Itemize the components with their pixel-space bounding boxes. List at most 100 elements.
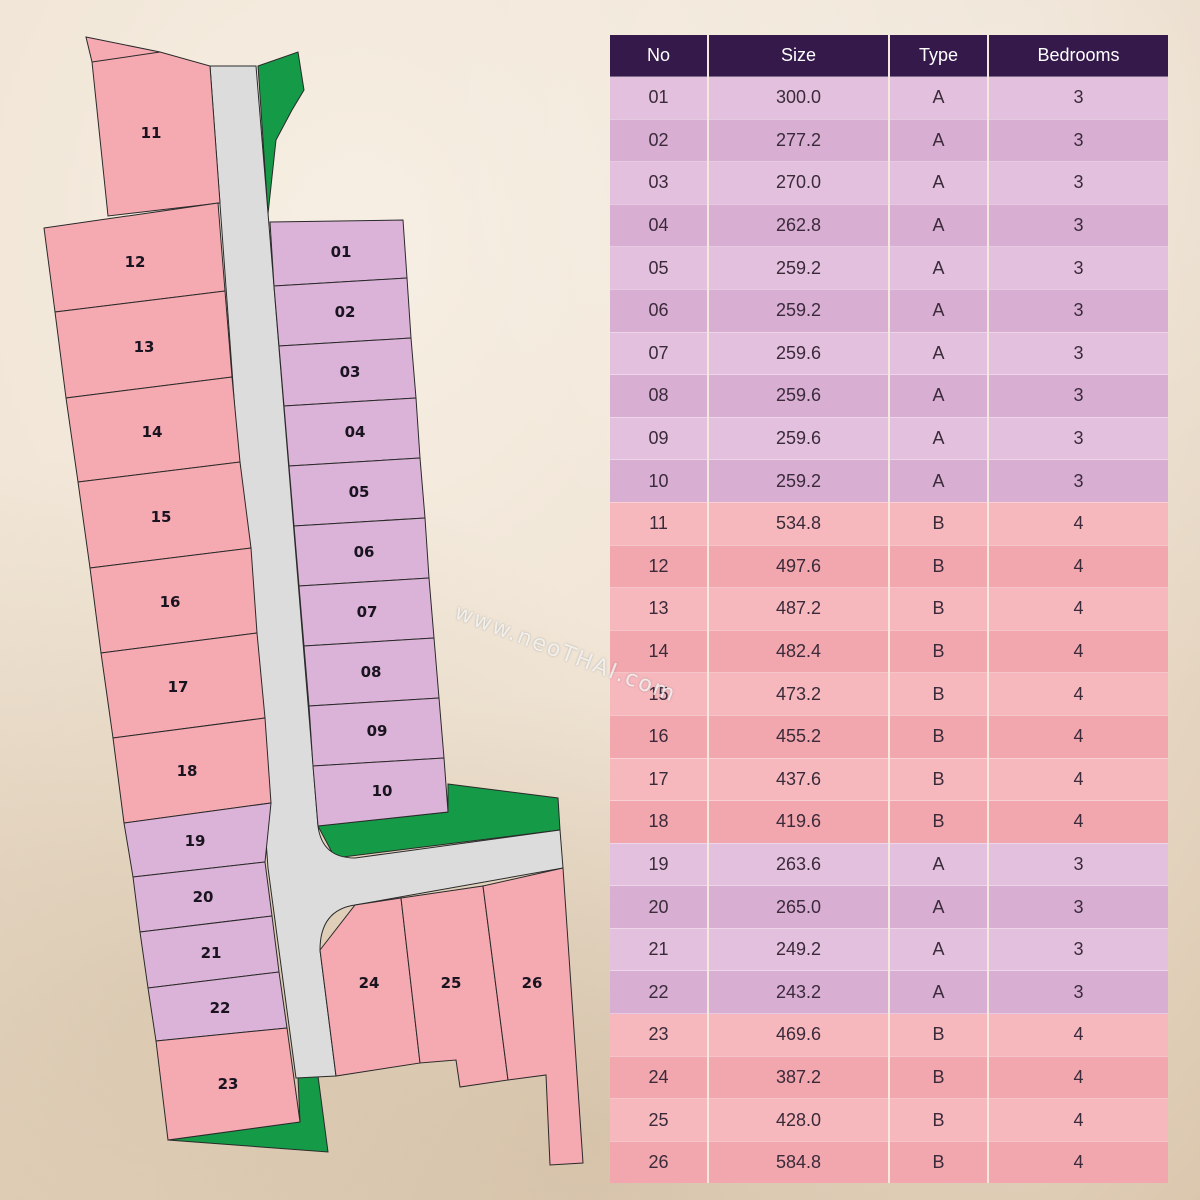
plot-label-18: 18	[177, 762, 198, 780]
table-row: 17 437.6 B 4	[610, 757, 1168, 801]
cell-type: A	[888, 374, 988, 418]
cell-size: 428.0	[707, 1098, 889, 1142]
table-row: 19 263.6 A 3	[610, 842, 1168, 886]
cell-type: A	[888, 246, 988, 290]
cell-bedrooms: 4	[987, 800, 1168, 844]
cell-size: 584.8	[707, 1140, 889, 1184]
cell-size: 534.8	[707, 501, 889, 546]
cell-no: 08	[610, 374, 708, 418]
cell-no: 06	[610, 288, 708, 333]
cell-bedrooms: 3	[987, 246, 1168, 290]
cell-bedrooms: 3	[987, 416, 1168, 460]
cell-no: 03	[610, 161, 708, 205]
cell-no: 05	[610, 246, 708, 290]
cell-size: 469.6	[707, 1013, 889, 1057]
table-row: 04 262.8 A 3	[610, 203, 1168, 247]
plot-label-25: 25	[441, 974, 462, 992]
cell-bedrooms: 3	[987, 459, 1168, 503]
cell-bedrooms: 4	[987, 501, 1168, 546]
cell-no: 18	[610, 800, 708, 844]
plot-label-06: 06	[354, 543, 375, 561]
plot-label-04: 04	[345, 423, 366, 441]
table-row: 26 584.8 B 4	[610, 1140, 1168, 1184]
cell-size: 482.4	[707, 629, 889, 673]
cell-bedrooms: 4	[987, 629, 1168, 673]
cell-no: 20	[610, 885, 708, 929]
cell-type: B	[888, 1055, 988, 1099]
cell-no: 12	[610, 544, 708, 588]
unit-table: No Size Type Bedrooms 01 300.0 A 3 02 277.2 A 3…	[610, 35, 1168, 1184]
table-row: 13 487.2 B 4	[610, 587, 1168, 631]
plot-10[interactable]	[312, 757, 449, 827]
cell-type: A	[888, 118, 988, 162]
plot-label-23: 23	[218, 1075, 239, 1093]
plot-label-17: 17	[168, 678, 189, 696]
cell-bedrooms: 3	[987, 374, 1168, 418]
header-type: Type	[888, 35, 988, 77]
cell-size: 487.2	[707, 587, 889, 631]
cell-no: 14	[610, 629, 708, 673]
plot-label-09: 09	[367, 722, 388, 740]
table-row: 09 259.6 A 3	[610, 416, 1168, 460]
cell-bedrooms: 4	[987, 587, 1168, 631]
unit-table-body: 01 300.0 A 3 02 277.2 A 3 03 270.0 A 3 04 262.8 A 3 05 25…	[610, 76, 1168, 1184]
cell-size: 263.6	[707, 842, 889, 886]
plot-label-07: 07	[357, 603, 378, 621]
cell-size: 437.6	[707, 757, 889, 801]
cell-size: 259.2	[707, 288, 889, 333]
cell-bedrooms: 3	[987, 842, 1168, 886]
cell-bedrooms: 3	[987, 331, 1168, 375]
cell-bedrooms: 3	[987, 161, 1168, 205]
table-row: 22 243.2 A 3	[610, 970, 1168, 1014]
cell-size: 243.2	[707, 970, 889, 1014]
cell-no: 19	[610, 842, 708, 886]
cell-type: A	[888, 927, 988, 971]
cell-bedrooms: 4	[987, 1055, 1168, 1099]
cell-bedrooms: 3	[987, 203, 1168, 247]
table-row: 02 277.2 A 3	[610, 118, 1168, 162]
table-row: 07 259.6 A 3	[610, 331, 1168, 375]
plot-label-16: 16	[160, 593, 181, 611]
plot-23[interactable]	[155, 1027, 301, 1141]
cell-bedrooms: 3	[987, 885, 1168, 929]
cell-type: A	[888, 842, 988, 886]
cell-no: 21	[610, 927, 708, 971]
cell-no: 23	[610, 1013, 708, 1057]
cell-bedrooms: 3	[987, 288, 1168, 333]
plot-label-11: 11	[141, 124, 162, 142]
cell-type: B	[888, 629, 988, 673]
cell-type: A	[888, 331, 988, 375]
cell-type: B	[888, 1013, 988, 1057]
cell-bedrooms: 3	[987, 927, 1168, 971]
plot-label-13: 13	[134, 338, 155, 356]
cell-bedrooms: 3	[987, 970, 1168, 1014]
cell-size: 259.2	[707, 246, 889, 290]
table-row: 15 473.2 B 4	[610, 672, 1168, 716]
cell-size: 249.2	[707, 927, 889, 971]
cell-size: 419.6	[707, 800, 889, 844]
cell-no: 25	[610, 1098, 708, 1142]
table-row: 14 482.4 B 4	[610, 629, 1168, 673]
cell-type: A	[888, 459, 988, 503]
cell-no: 24	[610, 1055, 708, 1099]
cell-type: B	[888, 757, 988, 801]
plot-label-01: 01	[331, 243, 352, 261]
cell-no: 26	[610, 1140, 708, 1184]
table-row: 23 469.6 B 4	[610, 1013, 1168, 1057]
table-row: 20 265.0 A 3	[610, 885, 1168, 929]
cell-bedrooms: 4	[987, 714, 1168, 758]
cell-no: 10	[610, 459, 708, 503]
plot-24[interactable]	[319, 897, 421, 1077]
cell-no: 09	[610, 416, 708, 460]
plot-label-24: 24	[359, 974, 380, 992]
header-size: Size	[707, 35, 889, 77]
plot-label-12: 12	[125, 253, 146, 271]
cell-type: A	[888, 416, 988, 460]
cell-no: 13	[610, 587, 708, 631]
cell-no: 16	[610, 714, 708, 758]
cell-size: 300.0	[707, 76, 889, 120]
plot-26[interactable]	[482, 867, 584, 1166]
cell-size: 473.2	[707, 672, 889, 716]
table-row: 05 259.2 A 3	[610, 246, 1168, 290]
table-row: 24 387.2 B 4	[610, 1055, 1168, 1099]
